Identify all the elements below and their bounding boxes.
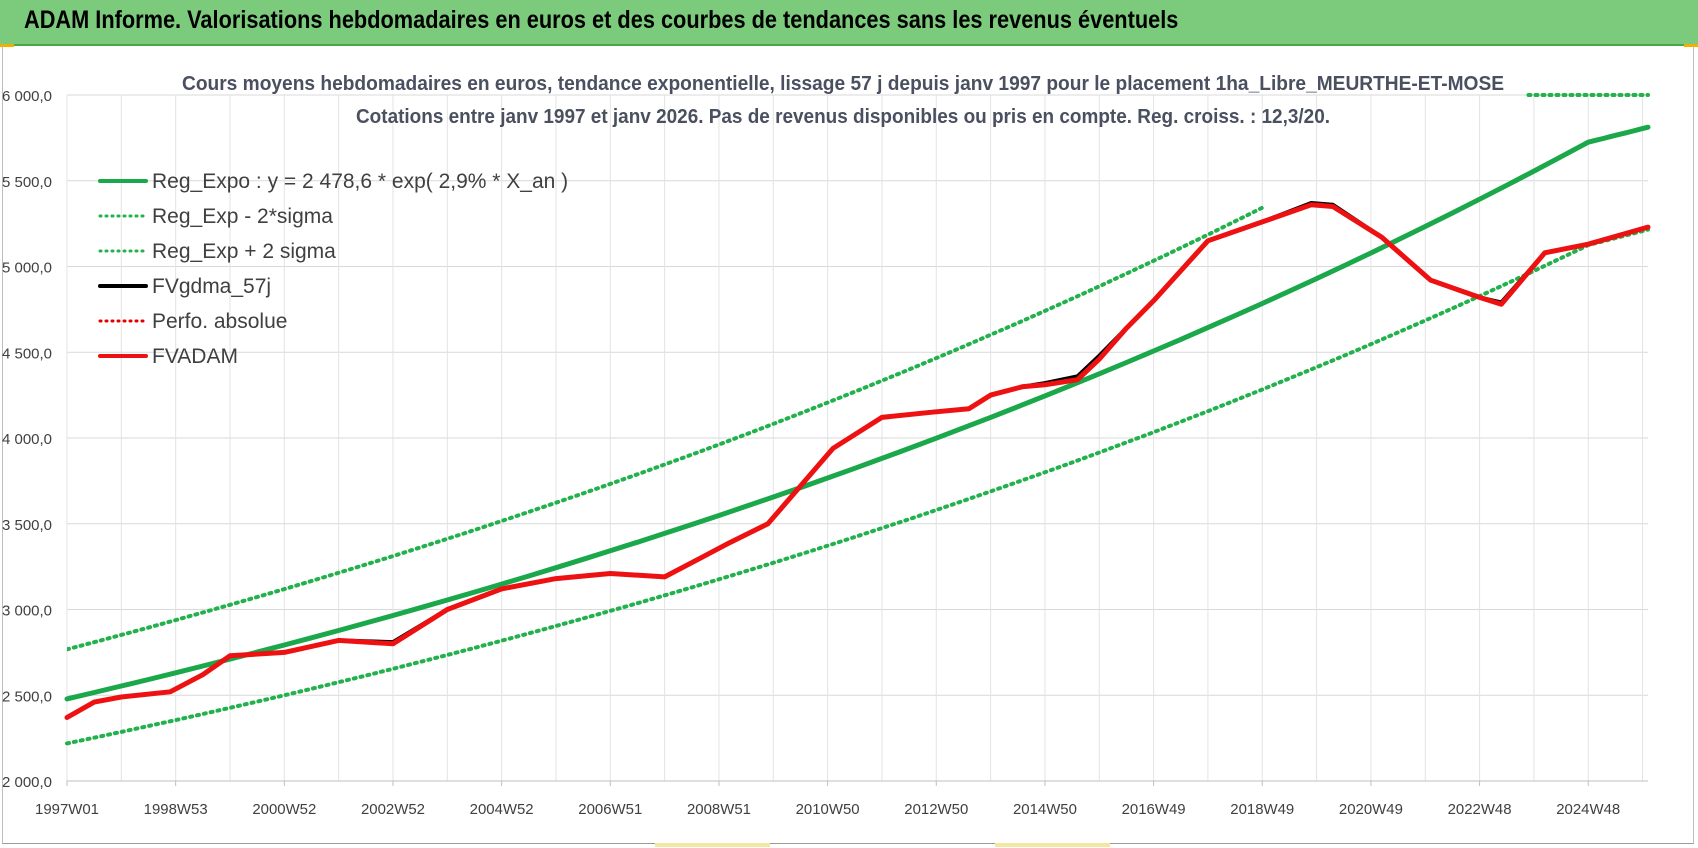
- y-tick-label: 3 000,0: [2, 603, 52, 620]
- bottom-mark-2: [995, 843, 1110, 847]
- y-tick-label: 3 500,0: [2, 517, 52, 534]
- x-tick-label: 2012W50: [904, 801, 968, 818]
- legend-label: FVADAM: [152, 345, 238, 368]
- series-reg-expo: [64, 124, 1651, 702]
- x-tick-label: 2000W52: [252, 801, 316, 818]
- series-reg-minus-2sigma: [65, 227, 1650, 746]
- x-tick-label: 2004W52: [470, 801, 534, 818]
- legend-label: FVgdma_57j: [152, 275, 271, 298]
- x-tick-label: 2010W50: [796, 801, 860, 818]
- y-tick-label: 4 000,0: [2, 431, 52, 448]
- y-tick-label: 4 500,0: [2, 345, 52, 362]
- legend-label: Reg_Expo : y = 2 478,6 * exp( 2,9% * X_a…: [152, 170, 568, 193]
- x-tick-label: 2024W48: [1556, 801, 1620, 818]
- y-tick-label: 6 000,0: [2, 88, 52, 105]
- y-axis: 2 000,0 2 500,0 3 000,0 3 500,0 4 000,0 4 500…: [2, 88, 52, 791]
- x-tick-label: 2018W49: [1230, 801, 1294, 818]
- x-axis: 1997W01 1998W53 2000W52 2002W52 2004W52 2006W…: [35, 780, 1648, 818]
- y-tick-label: 5 500,0: [2, 174, 52, 191]
- x-tick-label: 2022W48: [1448, 801, 1512, 818]
- legend-label: Perfo. absolue: [152, 310, 287, 333]
- x-tick-label: 1998W53: [144, 801, 208, 818]
- corner-mark-left: [0, 44, 14, 47]
- series-reg-plus-2sigma: [67, 205, 1265, 652]
- plot-series: [64, 93, 1651, 746]
- chart-subtitle: Cotations entre janv 1997 et janv 2026. …: [356, 106, 1330, 128]
- legend-label: Reg_Exp - 2*sigma: [152, 205, 333, 228]
- y-tick-label: 2 000,0: [2, 774, 52, 791]
- y-tick-label: 2 500,0: [2, 688, 52, 705]
- y-tick-label: 5 000,0: [2, 260, 52, 277]
- report-banner: ADAM Informe. Valorisations hebdomadaire…: [0, 0, 1698, 46]
- bottom-mark-1: [655, 843, 770, 847]
- x-tick-label: 2014W50: [1013, 801, 1077, 818]
- legend-label: Reg_Exp + 2 sigma: [152, 240, 336, 263]
- x-tick-label: 2008W51: [687, 801, 751, 818]
- x-tick-label: 2002W52: [361, 801, 425, 818]
- series-fvadam: [64, 202, 1651, 720]
- x-tick-label: 2006W51: [578, 801, 642, 818]
- chart-title: Cours moyens hebdomadaires en euros, ten…: [182, 73, 1504, 95]
- chart-legend: Reg_Expo : y = 2 478,6 * exp( 2,9% * X_a…: [98, 170, 568, 368]
- x-tick-label: 2016W49: [1122, 801, 1186, 818]
- report-title: ADAM Informe. Valorisations hebdomadaire…: [24, 6, 1179, 34]
- corner-mark-right: [1684, 44, 1698, 47]
- x-tick-label: 2020W49: [1339, 801, 1403, 818]
- chart-frame: [2, 46, 1694, 844]
- grid-lines: [66, 94, 1648, 782]
- x-tick-label: 1997W01: [35, 801, 99, 818]
